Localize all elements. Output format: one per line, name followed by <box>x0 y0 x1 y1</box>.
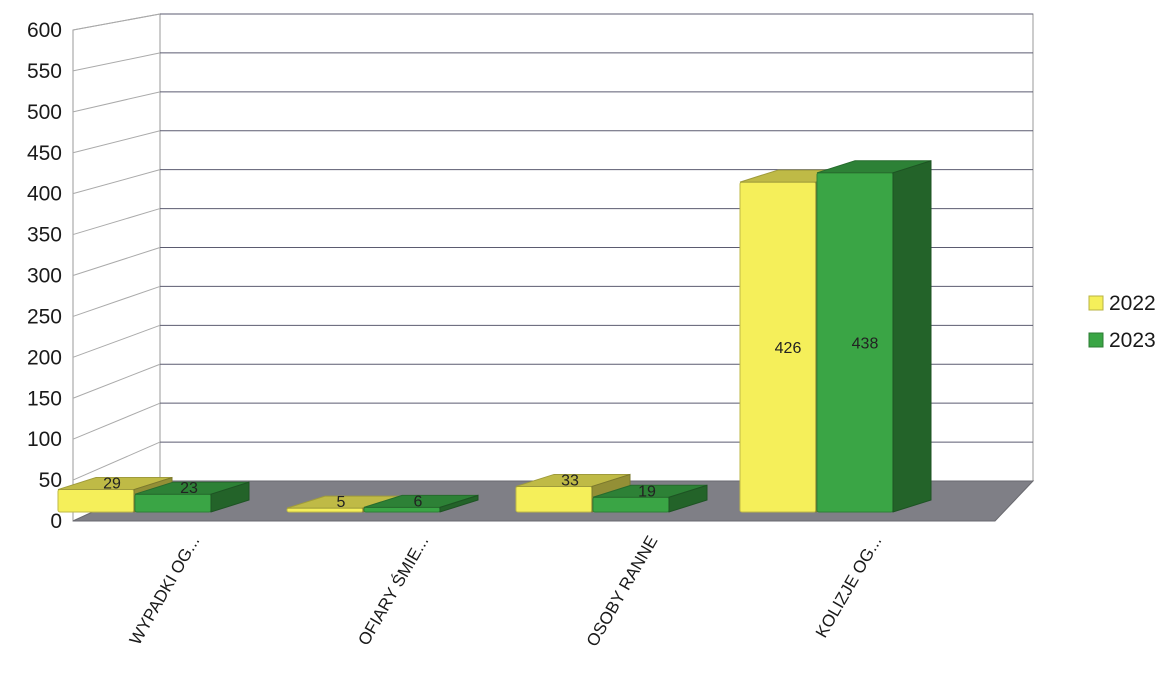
legend: 2022 2023 <box>1088 292 1156 352</box>
y-tick-label: 550 <box>27 60 62 83</box>
y-tick-label: 0 <box>50 510 62 533</box>
gridline-side <box>72 363 161 399</box>
y-tick-label: 300 <box>27 265 62 288</box>
bar-front <box>134 493 212 513</box>
y-axis: 0 50 100 150 200 250 300 350 400 450 500 550 600 <box>27 19 62 533</box>
gridline-side <box>72 441 161 481</box>
gridline-side <box>72 130 161 154</box>
bar: 438 <box>816 160 932 513</box>
data-label: 33 <box>561 472 579 489</box>
bar-front <box>286 507 364 513</box>
legend-swatch <box>1088 295 1104 311</box>
gridline-side <box>72 91 161 113</box>
bar-side <box>210 481 250 513</box>
y-tick-label: 500 <box>27 101 62 124</box>
x-tick-label: WYPADKI OG... <box>126 533 204 649</box>
data-label: 23 <box>180 480 198 497</box>
legend-label: 2023 <box>1109 329 1156 352</box>
y-tick-label: 100 <box>27 428 62 451</box>
side-wall <box>72 13 161 522</box>
y-tick-label: 200 <box>27 346 62 369</box>
bar-side <box>892 160 932 513</box>
legend-swatch <box>1088 332 1104 348</box>
bar-front <box>515 485 593 513</box>
data-label: 5 <box>337 494 346 511</box>
legend-label: 2022 <box>1109 292 1156 315</box>
y-tick-label: 450 <box>27 142 62 165</box>
gridline-side <box>72 13 161 31</box>
x-tick-label: OSOBY RANNE <box>583 533 662 650</box>
data-label: 6 <box>414 493 423 510</box>
bar-front <box>57 489 135 513</box>
gridline-side <box>72 247 161 276</box>
x-axis: WYPADKI OG... OFIARY ŚMIE... OSOBY RANNE KO… <box>126 533 886 650</box>
y-tick-label: 600 <box>27 19 62 42</box>
y-tick-label: 400 <box>27 183 62 206</box>
y-tick-label: 150 <box>27 387 62 410</box>
bar: 19 <box>592 483 708 513</box>
data-label: 438 <box>852 335 879 352</box>
data-label: 426 <box>775 340 802 357</box>
bar-side <box>439 494 479 513</box>
gridline-side <box>72 52 161 72</box>
y-tick-label: 50 <box>39 469 62 492</box>
gridline-side <box>72 402 161 440</box>
gridline-side <box>72 285 161 317</box>
data-label: 19 <box>638 483 656 500</box>
x-tick-label: OFIARY ŚMIE... <box>354 533 432 649</box>
bar-side <box>668 484 708 513</box>
gridline-side <box>72 324 161 358</box>
y-tick-label: 350 <box>27 224 62 247</box>
bar-front <box>363 506 441 513</box>
bar: 6 <box>363 493 479 513</box>
y-tick-label: 250 <box>27 305 62 328</box>
bars: 29 23 5 6 33 19 426 438 <box>57 160 932 513</box>
gridline-side <box>72 169 161 195</box>
bar: 23 <box>134 480 250 513</box>
bar-front <box>592 496 670 513</box>
x-tick-label: KOLIZJE OG... <box>812 533 886 641</box>
data-label: 29 <box>103 476 121 493</box>
gridline-side <box>72 208 161 236</box>
